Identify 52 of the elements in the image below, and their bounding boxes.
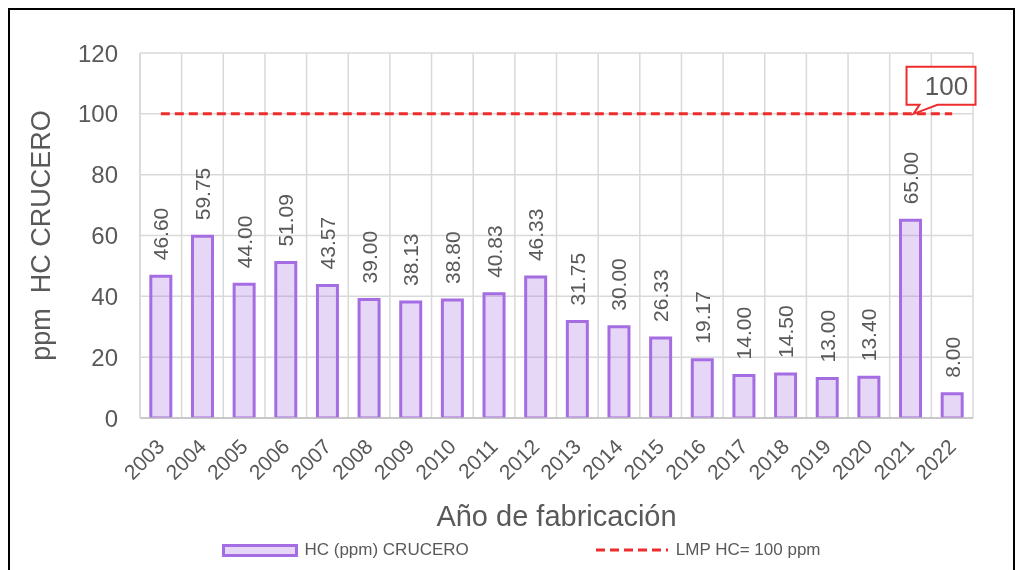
data-label: 46.60	[149, 207, 173, 261]
bar	[649, 336, 673, 418]
bar	[232, 282, 256, 418]
bar	[815, 376, 839, 418]
y-tick-label: 100	[77, 100, 118, 128]
data-label: 13.40	[857, 308, 881, 362]
y-axis-title: ppm HC CRUCERO	[26, 110, 56, 361]
bar	[732, 373, 756, 418]
data-label: 38.80	[440, 231, 464, 284]
data-label: 46.33	[524, 208, 548, 262]
data-label: 44.00	[232, 215, 256, 269]
y-tick-label: 60	[91, 222, 118, 250]
data-label: 19.17	[690, 291, 714, 344]
bar	[440, 298, 464, 418]
data-label: 51.09	[274, 194, 298, 247]
bar	[482, 292, 506, 418]
bar	[524, 275, 548, 418]
bar	[149, 274, 173, 418]
data-label: 65.00	[899, 151, 923, 205]
bar	[774, 372, 798, 418]
bar	[607, 325, 631, 418]
bar	[190, 234, 214, 418]
bar	[315, 283, 339, 418]
y-tick-label: 80	[91, 161, 118, 189]
bar	[565, 319, 589, 418]
bar	[857, 375, 881, 418]
data-label: 26.33	[649, 269, 673, 322]
data-label: 14.00	[732, 306, 756, 360]
data-label: 43.57	[315, 216, 339, 270]
data-label: 14.50	[774, 305, 798, 358]
data-label: 8.00	[940, 336, 964, 378]
x-axis-title: Año de fabricación	[436, 500, 677, 532]
legend-label: HC (ppm) CRUCERO	[304, 540, 469, 560]
data-label: 31.75	[565, 252, 589, 306]
y-tick-label: 40	[91, 282, 118, 310]
bar	[690, 358, 714, 418]
data-label: 13.00	[815, 309, 839, 363]
y-tick-label: 0	[104, 404, 118, 432]
data-label: 100	[924, 70, 969, 101]
y-tick-label: 20	[91, 343, 118, 371]
data-label: 40.83	[482, 225, 506, 278]
bar	[899, 218, 923, 418]
y-tick-label: 120	[77, 39, 118, 67]
legend-label: LMP HC= 100 ppm	[675, 540, 821, 560]
bar	[274, 261, 298, 418]
data-label: 38.13	[399, 233, 423, 287]
bar	[940, 392, 964, 418]
data-label: 39.00	[357, 230, 381, 284]
data-label: 30.00	[607, 258, 631, 311]
data-label: 59.75	[190, 167, 214, 221]
bar	[399, 300, 423, 418]
bar	[357, 297, 381, 418]
